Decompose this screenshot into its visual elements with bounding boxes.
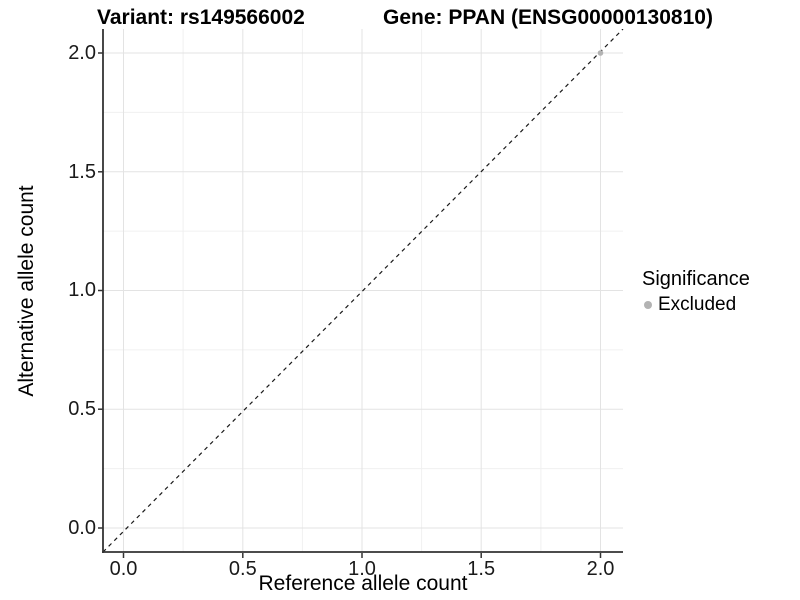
y-tick-label-4: 2.0 [68,42,96,64]
data-point-excluded [597,50,604,56]
y-tick-label-1: 0.5 [68,398,96,420]
x-tick-label-4: 2.0 [586,558,615,580]
x-tick-marks [122,553,602,558]
x-tick-label-3: 1.5 [467,558,496,580]
excluded-key-dot-icon [644,301,652,309]
legend-title: Significance [642,268,750,290]
y-tick-label-2: 1.0 [68,279,96,301]
y-minor-gridlines [103,111,623,470]
x-axis-title: Reference allele count [258,572,468,595]
x-tick-label-1: 0.5 [228,558,257,580]
y-tick-label-0: 0.0 [68,517,96,539]
legend: Significance Excluded [640,268,750,316]
legend-item-excluded: Excluded [640,294,750,316]
y-tick-marks [98,52,103,529]
y-tick-label-3: 1.5 [68,161,96,183]
x-tick-label-0: 0.0 [109,558,138,580]
plot-panel [98,29,624,558]
identity-dashed-line [102,29,624,553]
x-tick-label-2: 1.0 [348,558,376,580]
y-axis-title: Alternative allele count [15,185,38,397]
legend-item-label: Excluded [658,294,737,315]
gene-title: Gene: PPAN (ENSG00000130810) [383,6,713,29]
variant-title: Variant: rs149566002 [97,6,305,29]
